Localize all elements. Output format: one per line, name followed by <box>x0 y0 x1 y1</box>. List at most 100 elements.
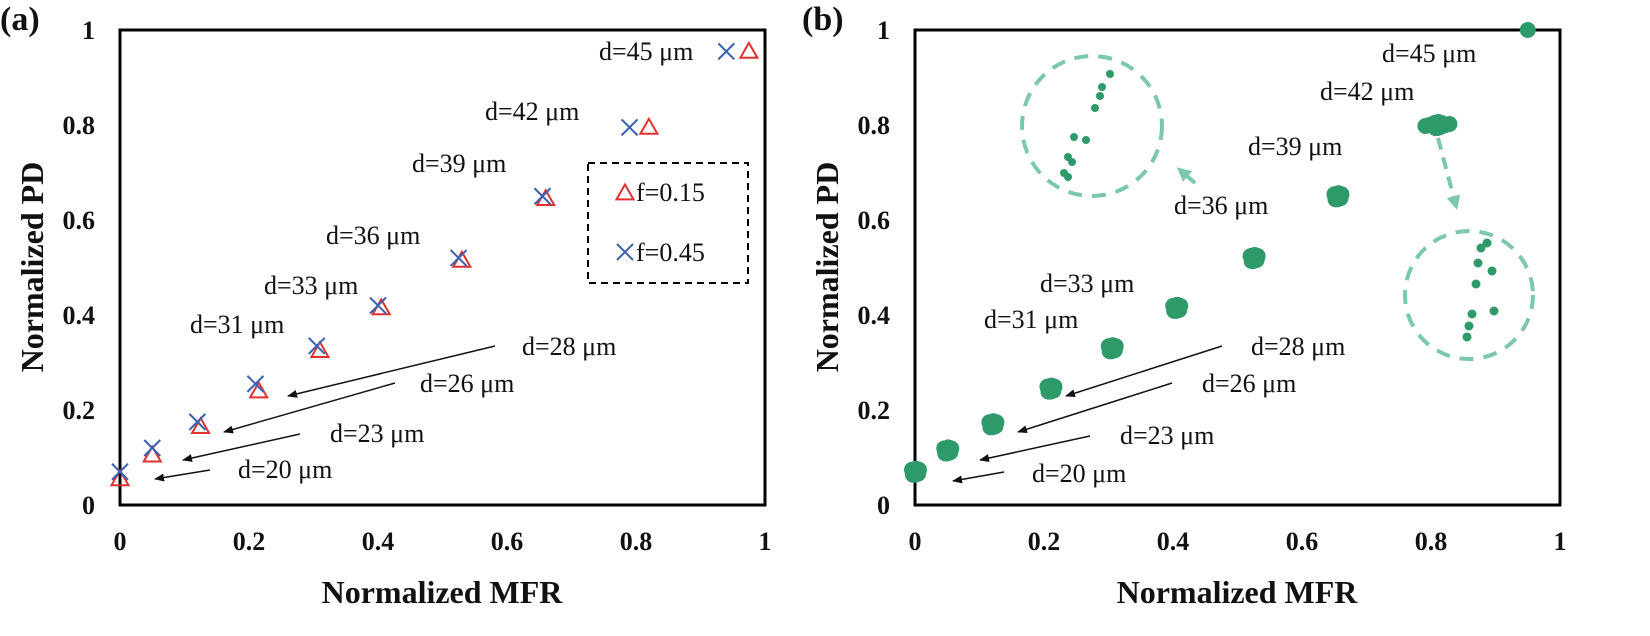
marker-cluster <box>1165 296 1189 319</box>
annotation-d20-a: d=20 μm <box>238 455 332 484</box>
marker-cross <box>369 296 387 315</box>
x-tick-label-b: 0.4 <box>1157 527 1190 556</box>
y-axis-title-a: Normalized PD <box>14 162 50 373</box>
annotation-d36-a: d=36 μm <box>326 221 420 250</box>
y-tick-label-a: 0.2 <box>63 396 96 425</box>
x-tick-label-b: 0.2 <box>1028 527 1061 556</box>
marker-cluster <box>936 439 960 462</box>
annotation-d33-a: d=33 μm <box>264 271 358 300</box>
marker-triangle <box>638 116 660 135</box>
zoom-dots <box>1060 70 1499 342</box>
arrows-b <box>952 345 1223 484</box>
panel-label-b: (b) <box>802 1 844 38</box>
y-tick-label-a: 0.6 <box>63 206 96 235</box>
arrow-d26-b <box>1017 382 1173 434</box>
plot-area-b <box>913 28 1562 507</box>
marker-cross <box>717 42 736 61</box>
zoom-insets-b <box>1020 54 1535 361</box>
x-tick-label-a: 0.6 <box>491 527 524 556</box>
x-tick-label-b: 0.6 <box>1286 527 1319 556</box>
y-tick-label-b: 0 <box>877 491 890 520</box>
x-axis-title-a: Normalized MFR <box>322 574 564 610</box>
marker-cluster <box>1417 114 1458 136</box>
annotations-b: d=45 μm d=42 μm d=39 μm d=36 μm d=33 μm … <box>984 39 1476 488</box>
legend-marker-cross <box>616 243 634 261</box>
panel-a: (a) 0 0.2 0.4 0.6 0.8 1 0 0.2 0.4 0.6 0.8 1 Normali… <box>0 1 772 610</box>
annotation-d45-a: d=45 μm <box>599 37 693 66</box>
marker-cluster <box>1242 247 1266 269</box>
annotation-d39-b: d=39 μm <box>1248 132 1342 161</box>
x-tick-label-b: 0.8 <box>1415 527 1448 556</box>
marker-cluster <box>1519 22 1536 38</box>
arrow-d23-b <box>979 435 1091 462</box>
x-tick-label-b: 1 <box>1554 527 1567 556</box>
marker-cluster <box>904 460 927 483</box>
marker-cross <box>533 187 552 205</box>
annotations-a: d=45 μm d=42 μm d=39 μm d=36 μm d=33 μm … <box>190 37 693 484</box>
y-tick-label-b: 0.4 <box>858 301 891 330</box>
marker-cluster <box>981 413 1005 436</box>
plot-area-a <box>118 28 767 507</box>
marker-cross <box>449 249 468 267</box>
marker-cluster <box>1326 185 1350 208</box>
marker-cross <box>246 375 265 393</box>
markers-a <box>109 40 760 487</box>
legend-a: f=0.15 f=0.45 <box>587 162 749 284</box>
ticks-a: 0 0.2 0.4 0.6 0.8 1 0 0.2 0.4 0.6 0.8 1 <box>63 16 772 556</box>
y-tick-label-b: 0.8 <box>858 111 891 140</box>
y-tick-label-a: 0.4 <box>63 301 96 330</box>
zoom-dot <box>1487 266 1497 276</box>
markers-b <box>904 22 1536 483</box>
x-axis-title-b: Normalized MFR <box>1117 574 1359 610</box>
zoom-dot <box>1091 104 1099 112</box>
y-tick-label-a: 0.8 <box>63 111 96 140</box>
marker-cross <box>111 463 129 481</box>
arrow-d23-a <box>182 433 301 462</box>
zoom-dot <box>1070 133 1078 141</box>
zoom-dot <box>1471 279 1481 289</box>
zoom-circle-lower <box>1403 229 1535 361</box>
zoom-arrow-down <box>1436 137 1461 210</box>
marker-cluster <box>1039 377 1063 400</box>
panel-label-a: (a) <box>0 1 40 38</box>
arrows-a <box>154 345 496 482</box>
legend-box-a <box>587 162 749 284</box>
x-tick-label-b: 0 <box>909 527 922 556</box>
x-tick-label-a: 1 <box>759 527 772 556</box>
x-tick-label-a: 0.2 <box>233 527 266 556</box>
ticks-b: 0 0.2 0.4 0.6 0.8 1 0 0.2 0.4 0.6 0.8 1 <box>858 16 1567 556</box>
annotation-d31-b: d=31 μm <box>984 305 1078 334</box>
annotation-d26-b: d=26 μm <box>1202 369 1296 398</box>
zoom-dot <box>1082 136 1090 144</box>
zoom-dot <box>1106 70 1114 78</box>
zoom-dot <box>1096 92 1104 100</box>
zoom-dot <box>1489 306 1499 316</box>
panel-b: (b) 0 0.2 0.4 0.6 0.8 1 0 0.2 0.4 0.6 0.8 1 Normali… <box>802 1 1567 610</box>
marker-triangle <box>109 468 131 487</box>
annotation-d23-a: d=23 μm <box>330 419 424 448</box>
annotation-d33-b: d=33 μm <box>1040 269 1134 298</box>
zoom-dot <box>1064 173 1072 181</box>
y-tick-label-b: 0.6 <box>858 206 891 235</box>
y-tick-label-a: 0 <box>82 491 95 520</box>
annotation-d42-b: d=42 μm <box>1320 77 1414 106</box>
arrow-d20-a <box>154 469 211 482</box>
annotation-d23-b: d=23 μm <box>1120 421 1214 450</box>
zoom-arrow-up <box>1176 167 1197 185</box>
annotation-d28-b: d=28 μm <box>1251 332 1345 361</box>
x-tick-label-a: 0.8 <box>620 527 653 556</box>
x-tick-label-a: 0.4 <box>362 527 395 556</box>
zoom-dot <box>1464 321 1474 331</box>
y-tick-label-b: 0.2 <box>858 396 891 425</box>
annotation-d45-b: d=45 μm <box>1382 39 1476 68</box>
marker-cross <box>308 337 326 355</box>
annotation-d36-b: d=36 μm <box>1174 191 1268 220</box>
y-tick-label-a: 1 <box>82 16 95 45</box>
x-tick-label-a: 0 <box>114 527 127 556</box>
legend-label-f045: f=0.45 <box>636 238 705 267</box>
marker-triangle <box>142 444 163 463</box>
annotation-d39-a: d=39 μm <box>412 149 506 178</box>
marker-triangle <box>309 340 331 358</box>
arrow-d26-a <box>223 382 396 434</box>
